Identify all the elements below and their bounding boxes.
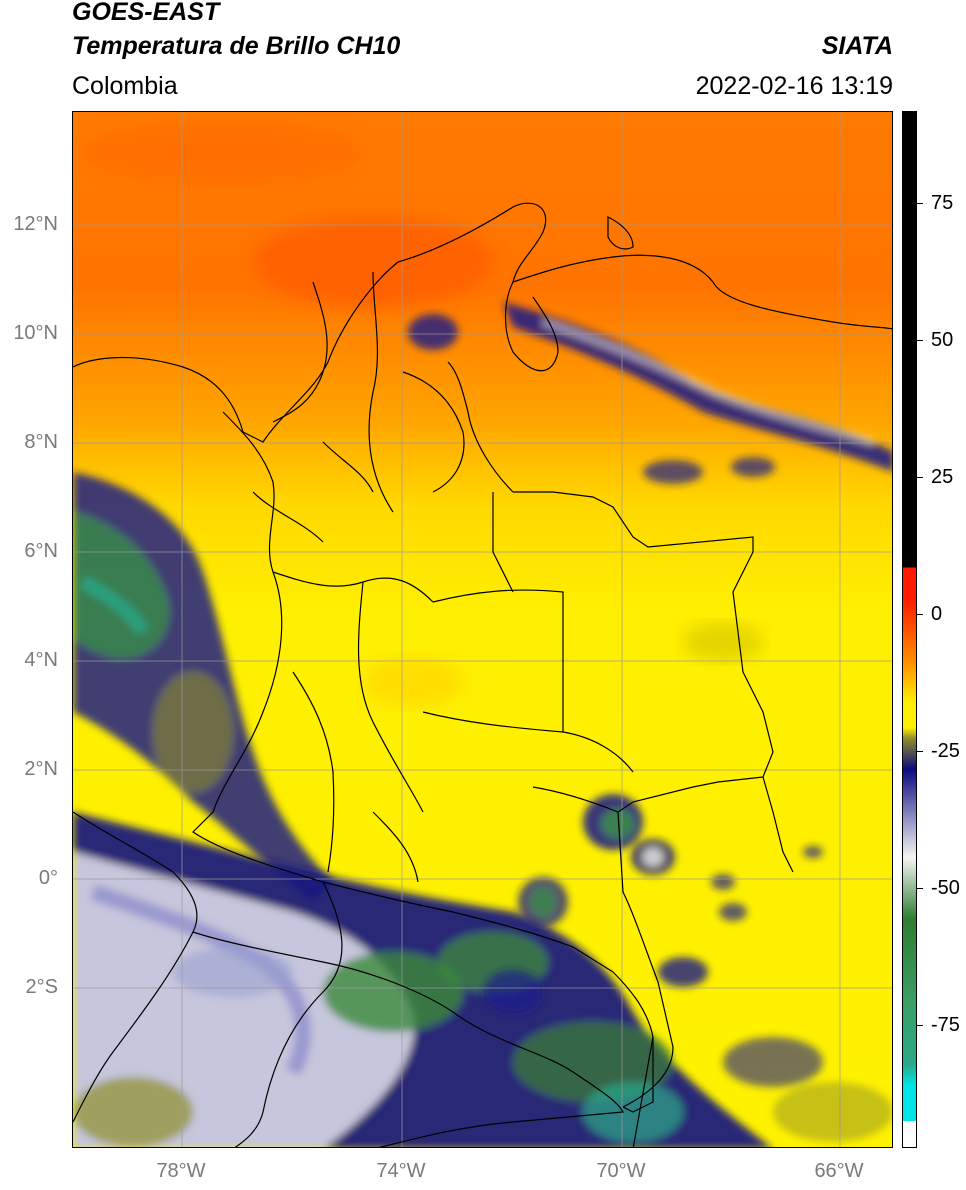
satellite-map	[72, 111, 893, 1148]
colorbar-tick	[917, 751, 923, 752]
lon-label-74w: 74°W	[376, 1160, 426, 1182]
region-label: Colombia	[72, 72, 178, 100]
colorbar-tick	[917, 1025, 923, 1026]
borders	[73, 202, 892, 1147]
lon-label-70w: 70°W	[596, 1160, 646, 1182]
colorbar-label-25: 25	[931, 466, 954, 488]
timestamp-label: 2022-02-16 13:19	[695, 72, 893, 100]
colorbar-label-75: 75	[931, 192, 954, 214]
colorbar-label-minus25: -25	[931, 740, 960, 762]
colorbar-tick	[917, 340, 923, 341]
lat-label-10n: 10°N	[13, 322, 58, 344]
lat-label-2s: 2°S	[25, 976, 58, 998]
lat-label-12n: 12°N	[13, 213, 58, 235]
colorbar-label-minus50: -50	[931, 877, 960, 899]
colorbar-tick	[917, 614, 923, 615]
colorbar-tick	[917, 203, 923, 204]
cloud-cluster-west	[73, 472, 333, 902]
colorbar	[902, 111, 917, 1148]
cloud-band-northeast	[408, 302, 892, 484]
lon-label-78w: 78°W	[156, 1160, 206, 1182]
colorbar-tick	[917, 888, 923, 889]
lat-label-6n: 6°N	[24, 540, 58, 562]
colorbar-label-minus75: -75	[931, 1014, 960, 1036]
lat-label-8n: 8°N	[24, 431, 58, 453]
lon-label-66w: 66°W	[814, 1160, 864, 1182]
lat-label-0: 0°	[38, 867, 58, 889]
title-line-2: Temperatura de Brillo CH10	[72, 32, 401, 60]
lat-label-4n: 4°N	[24, 649, 58, 671]
colorbar-label-50: 50	[931, 329, 954, 351]
title-line-1: GOES-EAST	[72, 0, 220, 26]
lat-label-2n: 2°N	[24, 758, 58, 780]
graticule	[73, 112, 892, 1147]
convective-cells-east	[483, 794, 892, 1142]
colorbar-label-0: 0	[931, 603, 943, 625]
brightness-temperature-image	[73, 112, 892, 1147]
provider-label: SIATA	[821, 32, 893, 60]
colorbar-tick	[917, 477, 923, 478]
